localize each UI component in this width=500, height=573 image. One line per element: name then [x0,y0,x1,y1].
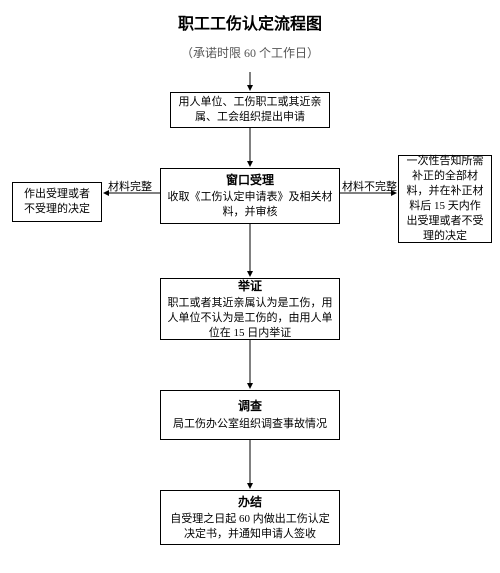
edge-label-incomplete: 材料不完整 [342,178,397,194]
node-window-title: 窗口受理 [226,172,274,188]
node-apply-text: 用人单位、工伤职工或其近亲属、工会组织提出申请 [177,95,323,125]
node-conclude: 办结 自受理之日起 60 内做出工伤认定决定书，并通知申请人签收 [160,490,340,545]
edge-label-complete: 材料完整 [108,178,152,194]
node-apply: 用人单位、工伤职工或其近亲属、工会组织提出申请 [170,92,330,128]
node-evidence-text: 职工或者其近亲属认为是工伤，用人单位不认为是工伤的，由用人单位在 15 日内举证 [167,296,333,341]
node-right-text: 一次性告知所需补正的全部材料，并在补正材料后 15 天内作出受理或者不受理的决定 [405,154,485,243]
node-window: 窗口受理 收取《工伤认定申请表》及相关材料，并审核 [160,168,340,224]
node-window-text: 收取《工伤认定申请表》及相关材料，并审核 [167,190,333,220]
node-evidence: 举证 职工或者其近亲属认为是工伤，用人单位不认为是工伤的，由用人单位在 15 日… [160,278,340,340]
node-evidence-title: 举证 [238,278,262,294]
page-subtitle: （承诺时限 60 个工作日） [0,44,500,61]
node-investigate-text: 局工伤办公室组织调查事故情况 [173,417,327,432]
node-left: 作出受理或者不受理的决定 [12,182,102,222]
page-title: 职工工伤认定流程图 [0,10,500,34]
node-investigate: 调查 局工伤办公室组织调查事故情况 [160,390,340,440]
node-left-text: 作出受理或者不受理的决定 [19,187,95,217]
node-conclude-text: 自受理之日起 60 内做出工伤认定决定书，并通知申请人签收 [167,512,333,542]
node-conclude-title: 办结 [238,494,262,510]
node-right: 一次性告知所需补正的全部材料，并在补正材料后 15 天内作出受理或者不受理的决定 [398,155,492,243]
node-investigate-title: 调查 [238,398,262,414]
